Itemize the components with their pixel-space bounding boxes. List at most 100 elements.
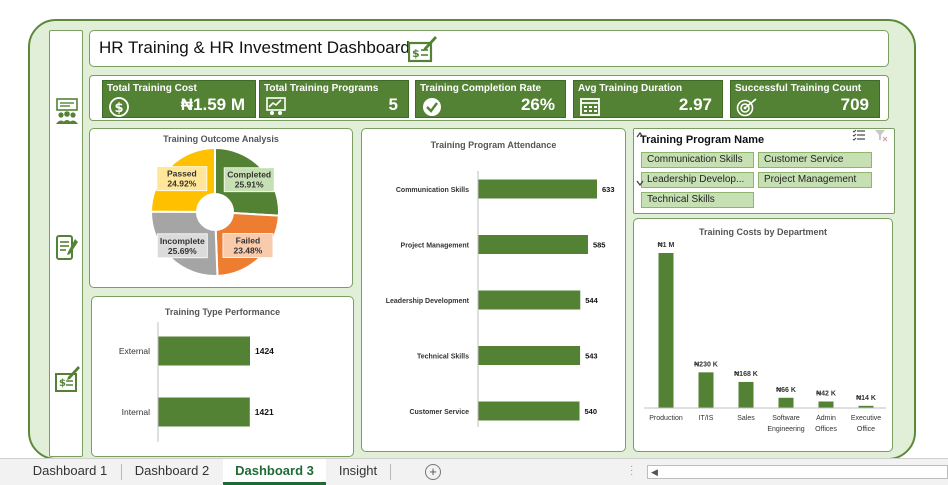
bar <box>698 372 714 408</box>
category-label: Production <box>649 415 683 422</box>
kpi-label: Total Training Programs <box>264 83 379 94</box>
slicer-training-program: Training Program Name Communication Skil… <box>633 128 895 214</box>
category-label: IT/IS <box>699 415 714 422</box>
scroll-left-icon[interactable]: ◀ <box>651 467 658 477</box>
data-label: ₦14 K <box>856 395 876 402</box>
category-label: Internal <box>122 407 150 417</box>
bar <box>158 336 250 366</box>
chart-training-costs-by-department[interactable]: Training Costs by Department ₦1 M Product… <box>633 218 893 452</box>
bar <box>158 397 250 427</box>
category-label: Project Management <box>401 243 470 250</box>
slice-label-box <box>156 233 208 259</box>
kpi-label: Training Completion Rate <box>420 83 542 94</box>
slice-value-label: 23.48% <box>233 246 262 256</box>
chart-title: Training Costs by Department <box>698 227 828 237</box>
kpi-total-training-programs: Total Training Programs 5 <box>259 80 409 118</box>
svg-text:$: $ <box>115 101 124 116</box>
slice-label-box <box>223 167 275 193</box>
category-label: Communication Skills <box>396 187 469 194</box>
sheet-tab-dashboard-3[interactable]: Dashboard 3 <box>223 459 326 485</box>
sheet-tab-insight[interactable]: Insight <box>338 463 378 478</box>
money-check-icon: $ <box>408 36 437 63</box>
kpi-value: 709 <box>840 95 869 114</box>
category-label: Software <box>772 415 800 422</box>
data-label: 585 <box>593 241 606 250</box>
presentation-icon <box>266 97 286 115</box>
kpi-value: ₦1.59 M <box>180 95 245 114</box>
target-icon <box>736 98 757 117</box>
data-label: 1421 <box>255 407 274 417</box>
kpi-value: 26% <box>520 95 555 114</box>
kpi-avg-training-duration: Avg Training Duration 2.97 <box>573 80 723 118</box>
slicer-item[interactable]: Customer Service <box>758 152 872 168</box>
kpi-label: Successful Training Count <box>735 83 862 94</box>
kpi-label: Avg Training Duration <box>578 83 683 94</box>
category-label: Admin <box>816 415 836 422</box>
bar <box>478 401 580 421</box>
kpi-total-training-cost: Total Training Cost $ ₦1.59 M <box>102 80 256 118</box>
chart-training-program-attendance[interactable]: Training Program Attendance Communicatio… <box>361 128 626 452</box>
chart-title: Training Program Attendance <box>430 140 557 150</box>
chevron-down-icon <box>636 180 644 187</box>
slicer-scrollbar[interactable] <box>634 129 646 189</box>
calendar-icon <box>580 98 600 116</box>
bar <box>858 405 874 408</box>
category-label: Sales <box>737 415 755 422</box>
dept-cost-bar-chart: ₦1 M Production ₦230 K IT/IS ₦168 K Sales ₦66 … <box>644 242 886 433</box>
slicer-item[interactable]: Technical Skills <box>641 192 754 208</box>
slice-label-box <box>222 233 274 258</box>
category-label: Engineering <box>767 426 804 433</box>
slice-name-label: Passed <box>167 169 197 179</box>
dollar-coin-icon: $ <box>109 97 129 117</box>
category-label: Technical Skills <box>417 354 469 361</box>
slice-value-label: 25.91% <box>235 180 264 190</box>
check-badge-icon <box>423 98 441 116</box>
slice-name-label: Failed <box>236 236 261 246</box>
add-sheet-button[interactable]: + <box>425 464 441 480</box>
nav-sidebar: $ <box>49 30 83 457</box>
svg-text:$: $ <box>59 378 66 389</box>
chart-training-outcome[interactable]: Training Outcome Analysis Completed 25.91… <box>89 128 353 288</box>
data-label: 543 <box>585 352 598 361</box>
data-label: ₦168 K <box>734 371 758 378</box>
data-label: ₦1 M <box>658 242 675 249</box>
dashboard-title: HR Training & HR Investment Dashboard <box>99 38 410 57</box>
clear-filter-icon[interactable] <box>874 129 888 142</box>
slice-name-label: Completed <box>227 170 271 180</box>
kpi-value: 5 <box>388 95 398 114</box>
tab-separator <box>390 464 391 480</box>
sheet-tab-dashboard-2[interactable]: Dashboard 2 <box>134 463 210 478</box>
money-check-icon[interactable]: $ <box>54 364 80 394</box>
chart-title: Training Type Performance <box>164 307 281 317</box>
data-label: 1424 <box>255 346 274 356</box>
sheet-tab-dashboard-1[interactable]: Dashboard 1 <box>32 463 108 478</box>
bar <box>478 290 581 310</box>
slicer-item[interactable]: Leadership Develop... <box>641 172 754 188</box>
multi-select-icon[interactable] <box>852 129 866 142</box>
data-label: ₦66 K <box>776 387 796 394</box>
bar <box>738 381 754 408</box>
chart-title: Training Outcome Analysis <box>163 134 279 144</box>
category-label: Office <box>857 426 875 433</box>
splitter-handle[interactable]: · · · <box>630 461 634 480</box>
tab-separator <box>121 464 122 480</box>
data-label: 540 <box>585 407 598 416</box>
title-bar: HR Training & HR Investment Dashboard $ <box>89 30 889 67</box>
training-group-icon[interactable] <box>54 97 80 127</box>
sheet-tab-bar: Dashboard 1 Dashboard 2 Dashboard 3 Insi… <box>0 458 948 485</box>
slicer-item[interactable]: Communication Skills <box>641 152 754 168</box>
slicer-item[interactable]: Project Management <box>758 172 872 188</box>
category-label: Leadership Development <box>386 298 470 305</box>
attendance-bar-chart: Communication Skills 633 Project Managemen… <box>386 171 615 427</box>
bar <box>818 401 834 408</box>
chart-training-type-performance[interactable]: Training Type Performance External 1424 In… <box>91 296 354 457</box>
category-label: Offices <box>815 426 837 433</box>
report-icon[interactable] <box>54 233 80 263</box>
category-label: External <box>119 346 150 356</box>
data-label: 544 <box>585 296 598 305</box>
kpi-label: Total Training Cost <box>107 83 197 94</box>
horizontal-scrollbar[interactable]: ◀ <box>647 465 948 479</box>
data-label: 633 <box>602 185 615 194</box>
